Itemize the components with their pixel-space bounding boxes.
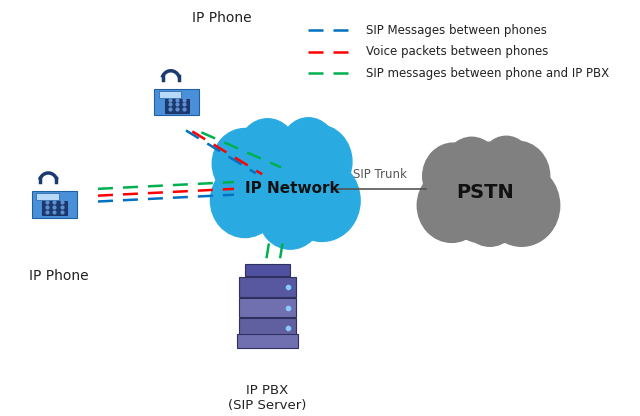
Circle shape xyxy=(234,131,328,232)
FancyBboxPatch shape xyxy=(237,334,298,347)
Circle shape xyxy=(461,184,519,246)
Text: Voice packets between phones: Voice packets between phones xyxy=(365,45,548,58)
Circle shape xyxy=(239,119,296,181)
Circle shape xyxy=(422,143,484,209)
Circle shape xyxy=(484,141,550,211)
Text: SIP Trunk: SIP Trunk xyxy=(353,168,407,181)
FancyBboxPatch shape xyxy=(239,318,296,338)
Text: IP Phone: IP Phone xyxy=(29,269,89,282)
FancyBboxPatch shape xyxy=(245,264,291,277)
Circle shape xyxy=(259,181,322,249)
Polygon shape xyxy=(36,193,58,200)
Circle shape xyxy=(438,142,532,243)
Circle shape xyxy=(281,118,335,176)
Text: SIP messages between phone and IP PBX: SIP messages between phone and IP PBX xyxy=(365,67,609,79)
Polygon shape xyxy=(154,89,199,116)
Circle shape xyxy=(417,168,486,243)
Polygon shape xyxy=(164,99,189,113)
Text: IP Network: IP Network xyxy=(244,181,339,196)
Text: IP Phone: IP Phone xyxy=(193,11,252,25)
Circle shape xyxy=(283,125,352,198)
Circle shape xyxy=(481,136,532,191)
Circle shape xyxy=(211,163,280,238)
Circle shape xyxy=(483,164,560,246)
Text: PSTN: PSTN xyxy=(456,183,514,202)
FancyBboxPatch shape xyxy=(239,277,296,297)
Polygon shape xyxy=(159,91,181,98)
Polygon shape xyxy=(32,191,77,218)
Polygon shape xyxy=(42,201,67,215)
Circle shape xyxy=(445,137,499,196)
FancyBboxPatch shape xyxy=(239,298,296,317)
Circle shape xyxy=(284,160,360,241)
Circle shape xyxy=(212,129,278,198)
Circle shape xyxy=(295,147,349,206)
Text: IP PBX
(SIP Server): IP PBX (SIP Server) xyxy=(228,384,307,411)
Text: SIP Messages between phones: SIP Messages between phones xyxy=(365,24,547,37)
